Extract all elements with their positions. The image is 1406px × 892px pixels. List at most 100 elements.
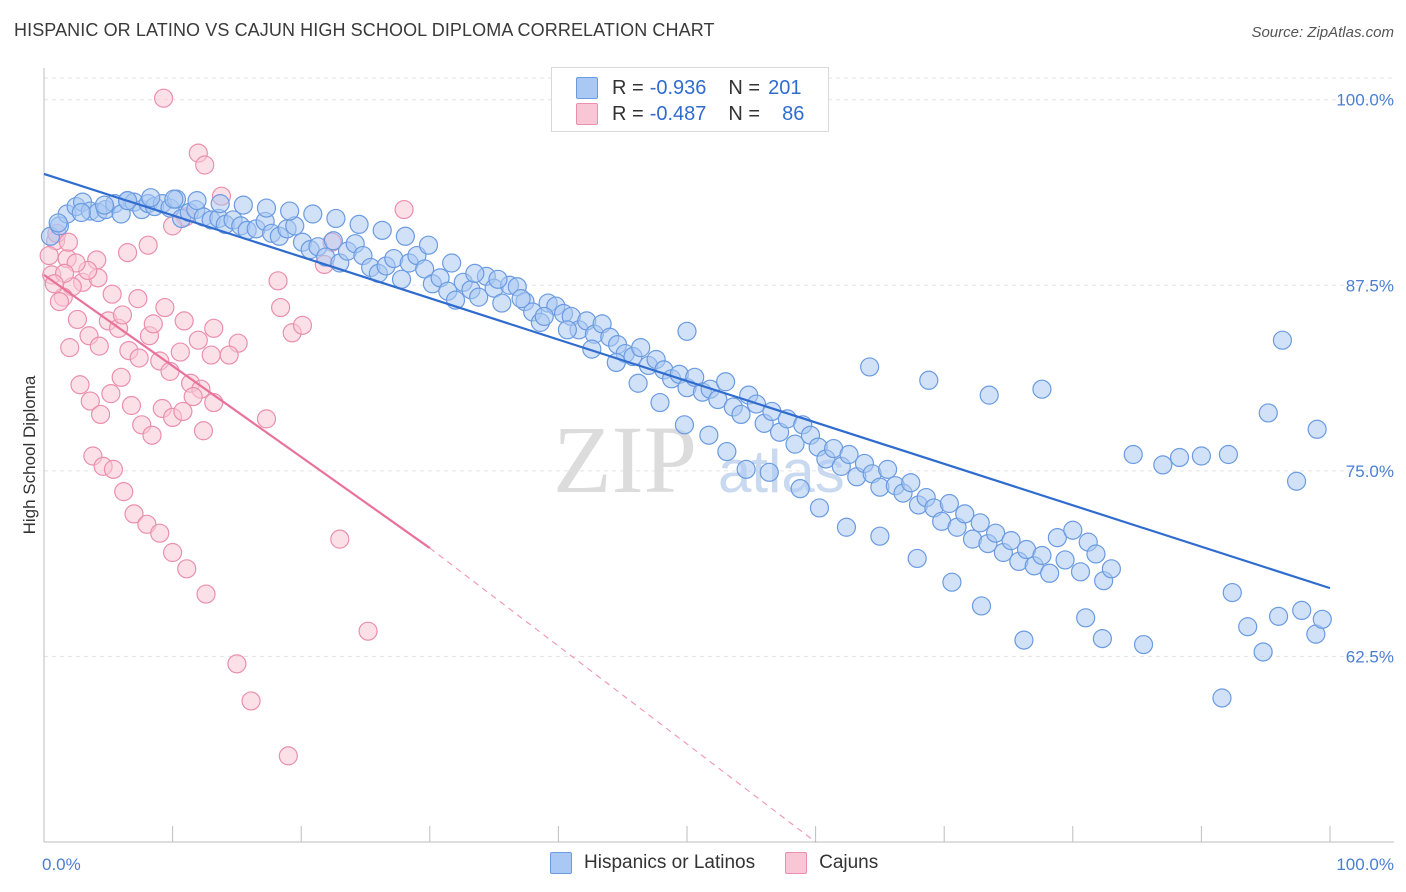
legend-label-cajun: Cajuns <box>819 852 879 873</box>
watermark-zip: ZIP <box>553 406 697 513</box>
n-value: 201 <box>768 76 802 99</box>
data-point <box>280 201 300 221</box>
data-point <box>465 263 485 283</box>
data-point <box>114 482 134 502</box>
data-point <box>650 392 670 413</box>
r-value: -0.936 <box>649 76 707 99</box>
data-point <box>870 526 890 546</box>
r-label: R = <box>612 76 644 99</box>
legend-item-hispanic[interactable]: Hispanics or Latinos <box>550 852 755 874</box>
data-point <box>233 195 253 215</box>
data-point <box>1268 606 1289 626</box>
data-point <box>94 195 115 215</box>
data-point <box>1101 559 1121 579</box>
correlation-legend: R = -0.936 N = 201 R = -0.487 N = 86 <box>551 67 829 132</box>
data-point <box>790 479 810 499</box>
data-point <box>939 493 959 514</box>
data-point <box>1032 379 1052 399</box>
data-point <box>70 375 90 395</box>
axes <box>43 68 1394 843</box>
data-point <box>759 462 779 482</box>
data-point <box>170 342 190 362</box>
data-point <box>1032 545 1052 566</box>
data-point <box>1153 455 1173 475</box>
legend-item-cajun[interactable]: Cajuns <box>785 852 878 874</box>
data-point <box>785 434 805 454</box>
data-point <box>256 409 277 429</box>
data-point <box>112 305 133 325</box>
data-point <box>128 289 148 309</box>
data-point <box>1063 520 1083 540</box>
data-point <box>1133 634 1154 655</box>
data-point <box>138 235 158 255</box>
data-point <box>102 284 122 304</box>
data-point <box>201 345 221 365</box>
data-point <box>878 459 898 479</box>
data-point <box>155 297 175 318</box>
data-point <box>717 441 737 462</box>
data-point <box>101 384 121 404</box>
data-point <box>71 202 91 223</box>
data-point <box>129 348 149 368</box>
gridlines <box>44 77 1394 657</box>
data-point <box>80 391 100 411</box>
data-point <box>1014 630 1034 650</box>
data-point <box>111 367 131 387</box>
data-point <box>58 232 79 252</box>
data-point <box>227 654 247 674</box>
data-point <box>1238 617 1258 637</box>
data-point <box>268 271 288 291</box>
data-point <box>117 243 138 263</box>
data-point <box>1292 600 1312 621</box>
legend-label-hispanic: Hispanics or Latinos <box>584 852 756 873</box>
chart-title: HISPANIC OR LATINO VS CAJUN HIGH SCHOOL … <box>14 20 715 40</box>
source-label: Source: ZipAtlas.com <box>1251 24 1394 41</box>
legend-swatch-hispanic <box>576 77 598 99</box>
legend-swatch-cajun <box>785 852 808 874</box>
data-point <box>241 691 261 711</box>
y-tick-label: 75.0% <box>1346 462 1394 481</box>
data-point <box>442 253 462 273</box>
data-point <box>860 357 880 377</box>
data-point <box>1123 444 1143 465</box>
data-point <box>715 372 736 392</box>
data-point <box>534 306 554 327</box>
data-point <box>48 213 68 233</box>
data-point <box>511 289 531 309</box>
data-point <box>942 572 962 592</box>
data-point <box>193 421 214 441</box>
data-point <box>986 523 1006 543</box>
n-value: 86 <box>782 102 805 125</box>
data-point <box>163 542 183 563</box>
hispanic-points <box>40 188 1332 708</box>
data-point <box>1191 446 1212 466</box>
data-point <box>606 352 626 373</box>
data-point <box>907 548 927 569</box>
data-point <box>839 444 859 465</box>
data-point <box>292 315 313 335</box>
data-point <box>121 395 142 416</box>
data-point <box>836 517 857 537</box>
hispanic-trend-line <box>43 172 1331 590</box>
data-point <box>970 513 990 533</box>
data-point <box>469 287 489 307</box>
data-point <box>418 235 439 255</box>
data-point <box>90 404 111 425</box>
data-point <box>278 746 298 766</box>
data-point <box>210 194 230 214</box>
data-point <box>674 415 695 435</box>
data-point <box>971 596 992 616</box>
data-point <box>204 318 224 338</box>
data-point <box>143 314 163 334</box>
data-point <box>677 321 697 341</box>
data-point <box>979 385 999 405</box>
y-tick-label: 100.0% <box>1336 91 1394 110</box>
data-point <box>150 523 170 543</box>
y-tick-label: 87.5% <box>1346 276 1394 295</box>
data-point <box>557 320 578 340</box>
data-point <box>1258 403 1278 423</box>
data-point <box>731 404 751 425</box>
r-label: R = <box>612 102 644 125</box>
data-point <box>1169 447 1190 468</box>
